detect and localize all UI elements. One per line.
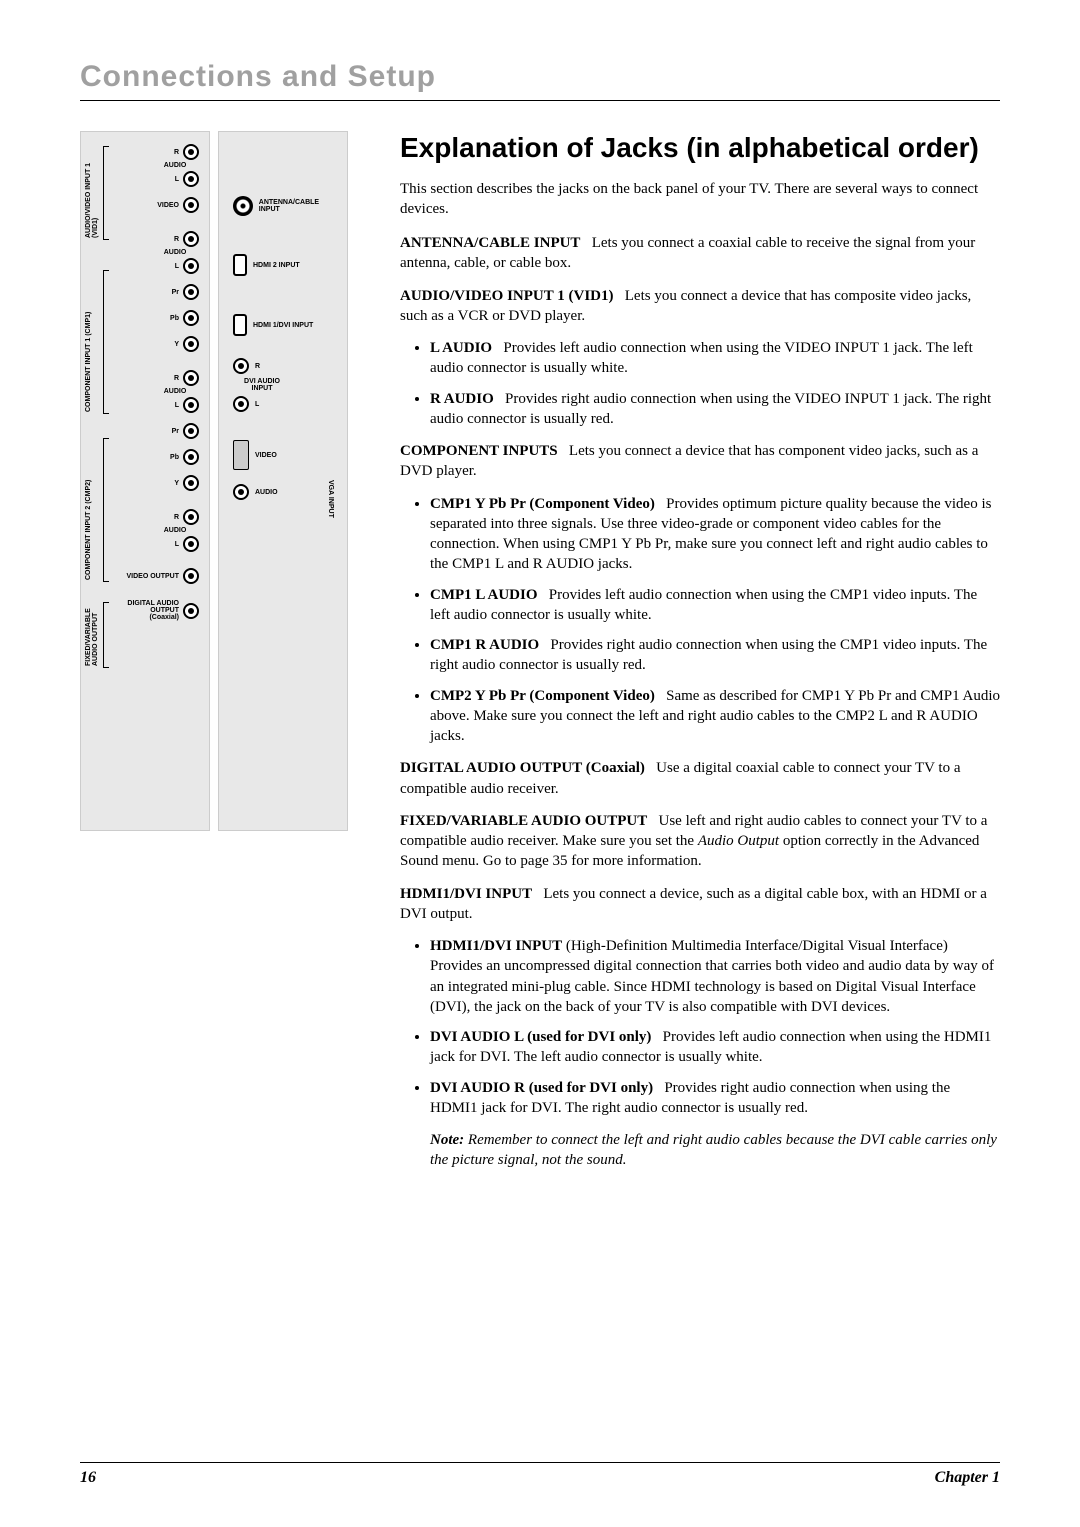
section-header: Connections and Setup [80, 60, 1000, 101]
jack-row: R [81, 368, 209, 388]
rca-jack-icon [183, 370, 199, 386]
diagram-column: AUDIO/VIDEO INPUT 1 (VID1) R AUDIO L VID… [80, 131, 370, 1171]
page-title: Explanation of Jacks (in alphabetical or… [400, 131, 1000, 165]
group-vlabel: COMPONENT INPUT 2 (CMP2) [85, 440, 92, 580]
entry-digital-audio: DIGITAL AUDIO OUTPUT (Coaxial) Use a dig… [400, 758, 1000, 799]
jack-row: Pb [81, 308, 209, 328]
entry-fixed-variable: FIXED/VARIABLE AUDIO OUTPUT Use left and… [400, 811, 1000, 872]
list-item: DVI AUDIO R (used for DVI only) Provides… [430, 1078, 1000, 1119]
rca-jack-icon [233, 396, 249, 412]
hdmi1-sublist: HDMI1/DVI INPUT (High-Definition Multime… [400, 936, 1000, 1118]
audio-label: AUDIO [141, 388, 209, 395]
port-row: VIDEO [219, 436, 347, 474]
group-vlabel: AUDIO/VIDEO INPUT 1 (VID1) [85, 148, 99, 238]
rca-jack-icon [183, 171, 199, 187]
page-number: 16 [80, 1469, 96, 1487]
rca-jack-icon [183, 284, 199, 300]
hdmi-port-icon [233, 314, 247, 336]
rca-jack-icon [183, 568, 199, 584]
group-vlabel: COMPONENT INPUT 1 (CMP1) [85, 272, 92, 412]
jack-row: L [81, 534, 209, 554]
rca-jack-icon [183, 423, 199, 439]
hdmi-port-icon [233, 254, 247, 276]
port-row: ANTENNA/CABLE INPUT [219, 192, 347, 220]
entry-antenna: ANTENNA/CABLE INPUT Lets you connect a c… [400, 233, 1000, 274]
jack-row: Y [81, 473, 209, 493]
port-row: HDMI 2 INPUT [219, 250, 347, 280]
rca-jack-icon [233, 484, 249, 500]
entry-component: COMPONENT INPUTS Lets you connect a devi… [400, 441, 1000, 482]
rca-jack-icon [183, 197, 199, 213]
jack-panel-left: AUDIO/VIDEO INPUT 1 (VID1) R AUDIO L VID… [80, 131, 210, 831]
jack-row: Pr [81, 282, 209, 302]
rca-jack-icon [183, 310, 199, 326]
jack-row: L [219, 392, 347, 416]
list-item: CMP1 L AUDIO Provides left audio connect… [430, 585, 1000, 626]
jack-row: R [81, 229, 209, 249]
jack-row: VIDEO [81, 195, 209, 215]
jack-row: R [219, 354, 347, 378]
text-column: Explanation of Jacks (in alphabetical or… [400, 131, 1000, 1171]
av1-sublist: L AUDIO Provides left audio connection w… [400, 338, 1000, 429]
list-item: L AUDIO Provides left audio connection w… [430, 338, 1000, 379]
list-item: R AUDIO Provides right audio connection … [430, 389, 1000, 430]
rca-jack-icon [183, 475, 199, 491]
jack-row: Y [81, 334, 209, 354]
jack-row: L [81, 395, 209, 415]
jack-row: DIGITAL AUDIO OUTPUT (Coaxial) [81, 598, 209, 623]
list-item: CMP1 Y Pb Pr (Component Video) Provides … [430, 494, 1000, 575]
entry-hdmi1: HDMI1/DVI INPUT Lets you connect a devic… [400, 884, 1000, 925]
audio-label: AUDIO [141, 249, 209, 256]
rca-jack-icon [183, 536, 199, 552]
list-item: CMP1 R AUDIO Provides right audio connec… [430, 635, 1000, 676]
chapter-label: Chapter 1 [935, 1469, 1000, 1487]
jack-row: Pr [81, 421, 209, 441]
rca-jack-icon [183, 258, 199, 274]
rca-jack-icon [183, 144, 199, 160]
dvi-audio-label: DVI AUDIO INPUT [237, 378, 287, 392]
audio-label: AUDIO [141, 527, 209, 534]
rca-jack-icon [183, 336, 199, 352]
jack-row: Pb [81, 447, 209, 467]
rca-jack-icon [233, 358, 249, 374]
coax-icon [233, 196, 253, 216]
rca-jack-icon [183, 449, 199, 465]
rca-jack-icon [183, 509, 199, 525]
intro-text: This section describes the jacks on the … [400, 179, 1000, 220]
entry-av1: AUDIO/VIDEO INPUT 1 (VID1) Lets you conn… [400, 286, 1000, 327]
audio-label: AUDIO [141, 162, 209, 169]
list-item: HDMI1/DVI INPUT (High-Definition Multime… [430, 936, 1000, 1017]
jack-row: L [81, 169, 209, 189]
jack-row: R [81, 142, 209, 162]
component-sublist: CMP1 Y Pb Pr (Component Video) Provides … [400, 494, 1000, 747]
vga-port-icon [233, 440, 249, 470]
jack-row: L [81, 256, 209, 276]
rca-jack-icon [183, 231, 199, 247]
rca-jack-icon [183, 603, 199, 619]
jack-panel-right: ANTENNA/CABLE INPUT HDMI 2 INPUT HDMI 1/… [218, 131, 348, 831]
page-footer: 16 Chapter 1 [80, 1462, 1000, 1487]
group-vlabel: FIXED/VARIABLE AUDIO OUTPUT [85, 604, 99, 666]
list-item: CMP2 Y Pb Pr (Component Video) Same as d… [430, 686, 1000, 747]
port-row: HDMI 1/DVI INPUT [219, 310, 347, 340]
jack-row: R [81, 507, 209, 527]
note-text: Note: Remember to connect the left and r… [430, 1130, 1000, 1171]
content-wrapper: AUDIO/VIDEO INPUT 1 (VID1) R AUDIO L VID… [80, 131, 1000, 1171]
rca-jack-icon [183, 397, 199, 413]
vga-group-label: VGA INPUT [327, 480, 334, 540]
list-item: DVI AUDIO L (used for DVI only) Provides… [430, 1027, 1000, 1068]
jack-row: VIDEO OUTPUT [81, 566, 209, 586]
